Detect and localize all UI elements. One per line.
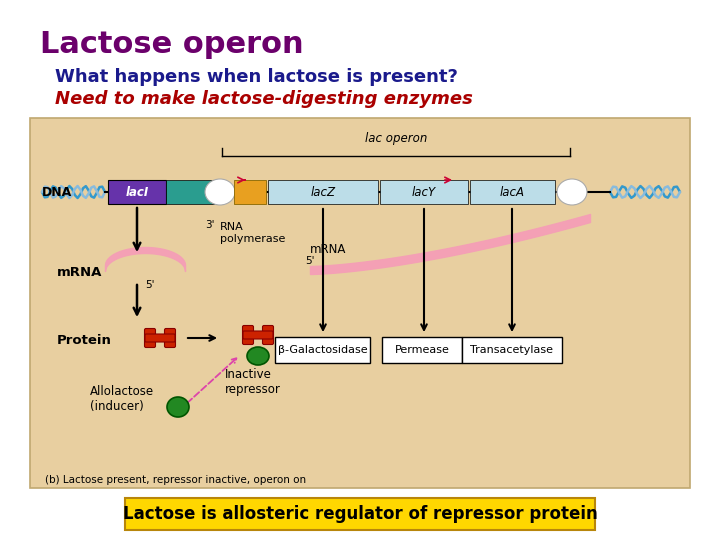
Ellipse shape (557, 179, 587, 205)
FancyBboxPatch shape (263, 326, 274, 345)
Text: lacY: lacY (412, 186, 436, 199)
Text: What happens when lactose is present?: What happens when lactose is present? (55, 68, 458, 86)
FancyBboxPatch shape (243, 326, 253, 345)
Text: Transacetylase: Transacetylase (470, 345, 554, 355)
Text: lacZ: lacZ (310, 186, 336, 199)
Text: Lactose operon: Lactose operon (40, 30, 304, 59)
FancyBboxPatch shape (462, 337, 562, 363)
Text: lac operon: lac operon (365, 132, 427, 145)
Text: lacA: lacA (500, 186, 525, 199)
Text: 5': 5' (305, 256, 315, 266)
Ellipse shape (247, 347, 269, 365)
Text: DNA: DNA (42, 186, 72, 199)
FancyBboxPatch shape (380, 180, 468, 204)
Text: lacI: lacI (125, 186, 148, 199)
FancyBboxPatch shape (243, 331, 273, 339)
Text: mRNA: mRNA (310, 243, 346, 256)
Text: mRNA: mRNA (57, 267, 102, 280)
Ellipse shape (205, 179, 235, 205)
FancyBboxPatch shape (108, 180, 166, 204)
Text: Inactive
repressor: Inactive repressor (225, 368, 281, 396)
Text: 5': 5' (145, 280, 155, 290)
Ellipse shape (167, 397, 189, 417)
Text: Permease: Permease (395, 345, 449, 355)
FancyBboxPatch shape (145, 328, 156, 348)
FancyBboxPatch shape (166, 180, 216, 204)
Text: Allolactose
(inducer): Allolactose (inducer) (90, 385, 154, 413)
FancyBboxPatch shape (382, 337, 462, 363)
Text: (b) Lactose present, repressor inactive, operon on: (b) Lactose present, repressor inactive,… (45, 475, 306, 485)
FancyBboxPatch shape (30, 118, 690, 488)
Text: Lactose is allosteric regulator of repressor protein: Lactose is allosteric regulator of repre… (122, 505, 598, 523)
Text: Need to make lactose-digesting enzymes: Need to make lactose-digesting enzymes (55, 90, 473, 108)
Text: RNA
polymerase: RNA polymerase (220, 222, 285, 244)
FancyBboxPatch shape (145, 334, 175, 342)
FancyBboxPatch shape (125, 498, 595, 530)
Text: β-Galactosidase: β-Galactosidase (278, 345, 367, 355)
FancyBboxPatch shape (164, 328, 176, 348)
Text: Protein: Protein (57, 334, 112, 347)
Text: 3': 3' (205, 220, 215, 230)
FancyBboxPatch shape (234, 180, 266, 204)
FancyBboxPatch shape (268, 180, 378, 204)
FancyBboxPatch shape (275, 337, 370, 363)
FancyBboxPatch shape (470, 180, 555, 204)
